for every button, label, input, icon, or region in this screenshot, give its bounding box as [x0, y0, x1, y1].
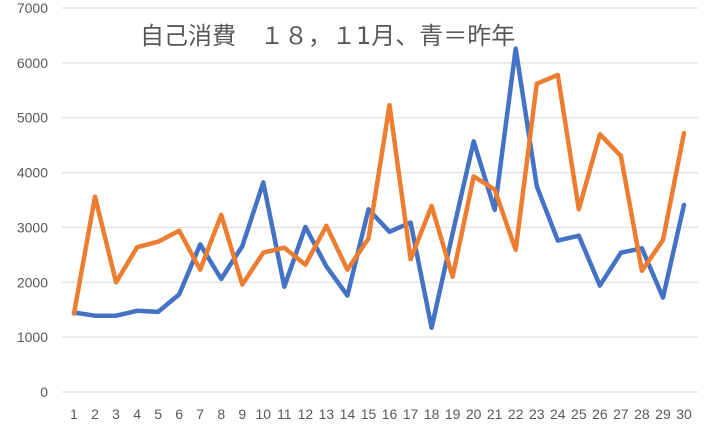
- x-tick-label: 20: [466, 406, 482, 422]
- y-tick-label: 3000: [17, 219, 48, 235]
- x-tick-label: 8: [217, 406, 225, 422]
- x-tick-label: 10: [256, 406, 272, 422]
- x-tick-label: 30: [676, 406, 692, 422]
- y-tick-label: 7000: [17, 0, 48, 16]
- x-tick-label: 11: [277, 406, 292, 422]
- x-tick-label: 21: [487, 406, 503, 422]
- x-tick-label: 5: [154, 406, 162, 422]
- x-tick-label: 4: [133, 406, 141, 422]
- x-tick-label: 3: [112, 406, 120, 422]
- x-tick-label: 27: [613, 406, 629, 422]
- x-tick-label: 23: [529, 406, 545, 422]
- x-tick-label: 15: [361, 406, 377, 422]
- x-tick-label: 25: [571, 406, 587, 422]
- x-tick-label: 14: [340, 406, 356, 422]
- y-tick-label: 0: [40, 384, 48, 400]
- x-tick-label: 2: [91, 406, 99, 422]
- series-1: [71, 46, 687, 331]
- y-axis-tick-labels: 0 1000 2000 3000 4000 5000 6000 7000: [17, 0, 48, 400]
- x-tick-label: 9: [238, 406, 246, 422]
- x-tick-label: 24: [550, 406, 566, 422]
- x-tick-label: 1: [70, 406, 78, 422]
- gridlines: [62, 7, 698, 393]
- x-tick-label: 28: [634, 406, 650, 422]
- x-tick-label: 29: [655, 406, 671, 422]
- x-tick-label: 17: [403, 406, 419, 422]
- chart-title: 自己消費 １８，１1月、青＝昨年: [140, 22, 515, 50]
- x-tick-label: 18: [424, 406, 440, 422]
- series-line: [71, 46, 687, 331]
- series-2: [71, 72, 687, 316]
- x-tick-label: 16: [382, 406, 398, 422]
- y-tick-label: 6000: [17, 55, 48, 71]
- x-tick-label: 22: [508, 406, 524, 422]
- x-axis-tick-labels: 1 2 3 4 5 6 7 8 9 10 11 12 13 14 15 16 17 18 19 20 21 22 23 24 2…: [70, 406, 692, 422]
- x-tick-label: 12: [298, 406, 314, 422]
- x-tick-label: 6: [175, 406, 183, 422]
- x-tick-label: 7: [196, 406, 204, 422]
- series-lines: [71, 46, 687, 331]
- x-tick-label: 13: [319, 406, 335, 422]
- x-tick-label: 19: [445, 406, 461, 422]
- series-line: [71, 72, 687, 316]
- x-tick-label: 26: [592, 406, 608, 422]
- y-tick-label: 2000: [17, 274, 48, 290]
- y-tick-label: 4000: [17, 165, 48, 181]
- y-tick-label: 1000: [17, 329, 48, 345]
- y-tick-label: 5000: [17, 110, 48, 126]
